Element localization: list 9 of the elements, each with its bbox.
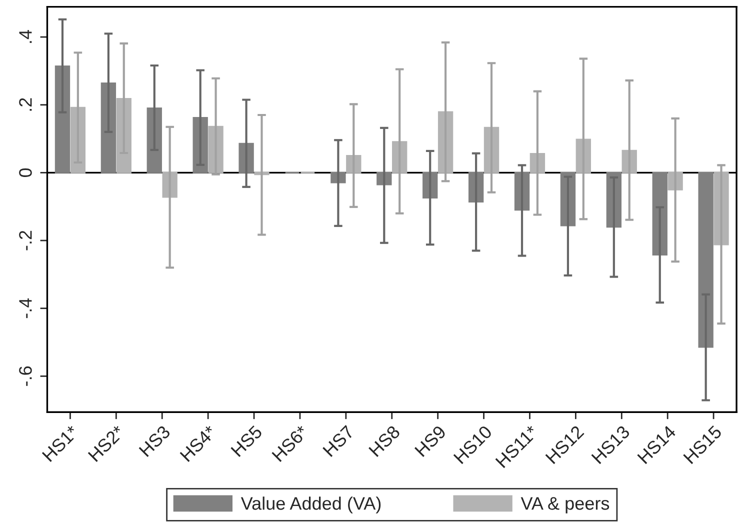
legend-label: VA & peers	[520, 497, 610, 514]
y-tick-label: -.4	[19, 298, 32, 318]
y-tick-label: 0	[19, 168, 32, 177]
y-tick-label: -.6	[19, 366, 32, 386]
y-tick-label: .2	[19, 98, 32, 111]
y-tick-label: .4	[19, 30, 32, 43]
y-tick-label: -.2	[19, 230, 32, 250]
x-tick-label: HS9	[414, 424, 447, 458]
legend-label: Value Added (VA)	[240, 496, 381, 514]
